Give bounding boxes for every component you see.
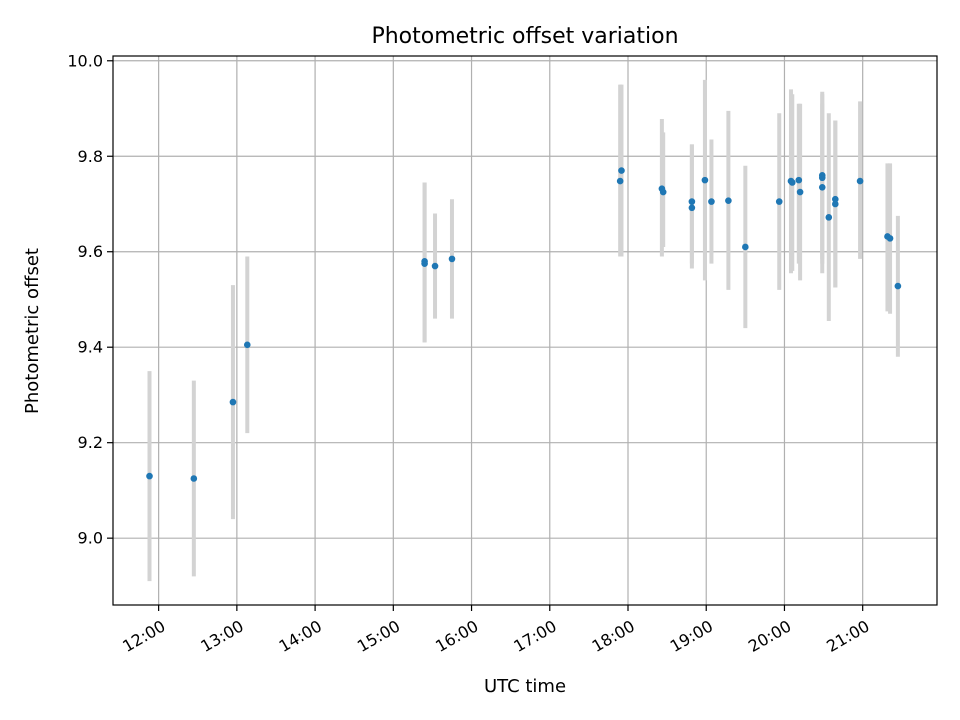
data-point — [742, 243, 749, 251]
data-point — [832, 195, 839, 203]
data-point — [825, 214, 833, 221]
data-point — [856, 177, 864, 185]
data-point — [725, 197, 732, 204]
y-axis-label: Photometric offset — [22, 248, 43, 414]
y-tick-label: 9.6 — [78, 242, 103, 261]
data-point — [886, 235, 894, 242]
x-tick-label: 14:00 — [276, 616, 325, 656]
x-tick-label: 19:00 — [667, 616, 716, 656]
data-point — [431, 262, 439, 270]
x-tick-label: 18:00 — [589, 616, 638, 656]
data-point — [659, 188, 667, 196]
data-point — [243, 341, 251, 349]
data-point — [616, 177, 624, 185]
x-tick-label: 13:00 — [197, 616, 246, 656]
data-point — [708, 198, 715, 205]
x-tick-label: 20:00 — [745, 616, 794, 656]
grid-lines — [113, 56, 937, 605]
data-point — [448, 255, 456, 263]
x-axis-label: UTC time — [484, 676, 566, 697]
data-point — [146, 472, 153, 480]
data-point — [832, 200, 839, 208]
data-point — [688, 198, 696, 205]
plot-frame — [112, 55, 938, 606]
data-point — [701, 176, 709, 184]
x-tick-label: 17:00 — [510, 616, 559, 656]
data-point — [421, 260, 428, 267]
y-axis: 9.0 9.2 9.4 9.6 9.8 10.0 — [67, 51, 113, 548]
data-point — [894, 282, 902, 290]
chart-title: Photometric offset variation — [371, 24, 678, 49]
y-tick-label: 9.8 — [78, 147, 103, 166]
data-point — [818, 183, 826, 191]
x-tick-label: 21:00 — [823, 616, 872, 656]
x-axis: 12:00 13:00 14:00 15:00 16:00 17:00 18:00 19:00… — [119, 605, 873, 656]
y-tick-label: 9.0 — [78, 529, 103, 548]
data-point — [818, 174, 826, 182]
data-point — [618, 167, 625, 174]
x-tick-label: 16:00 — [432, 616, 481, 656]
y-tick-label: 10.0 — [67, 51, 103, 70]
x-tick-label: 12:00 — [119, 616, 168, 656]
data-point — [688, 204, 696, 212]
error-bars — [147, 79, 900, 582]
data-points — [146, 167, 902, 482]
y-tick-label: 9.2 — [78, 433, 103, 452]
data-point — [795, 176, 803, 184]
data-point — [788, 179, 796, 186]
x-tick-label: 15:00 — [354, 616, 403, 656]
data-point — [796, 188, 804, 196]
data-point — [229, 398, 237, 406]
y-tick-label: 9.4 — [78, 338, 103, 357]
data-point — [190, 475, 198, 482]
data-point — [775, 198, 783, 205]
